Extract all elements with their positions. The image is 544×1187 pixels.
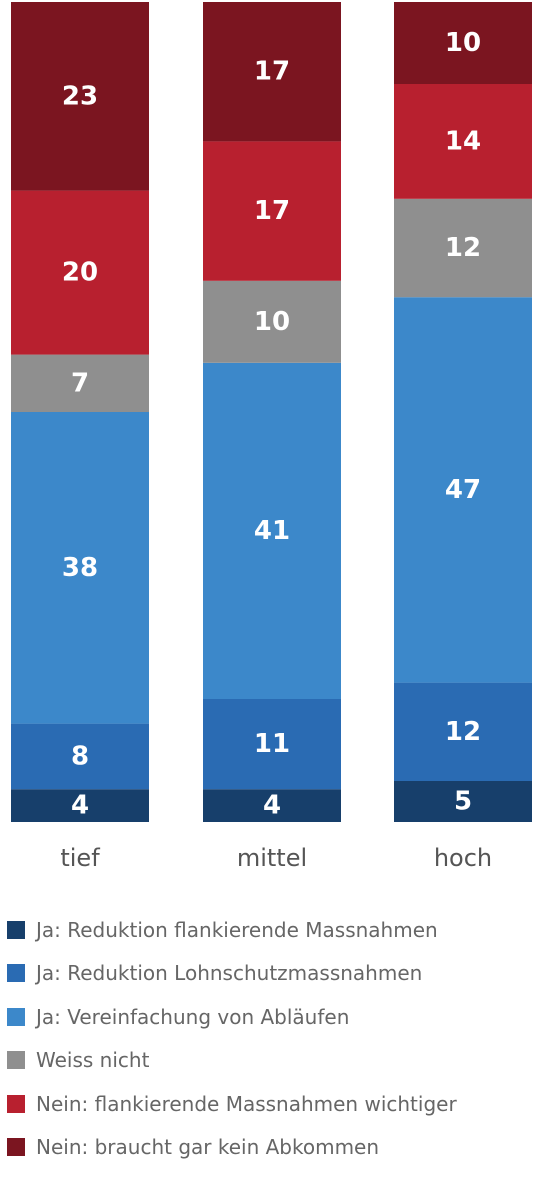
data-label: 10 — [445, 28, 481, 58]
data-label: 7 — [71, 368, 89, 398]
data-label: 8 — [71, 741, 89, 771]
category-labels: tief mittel hoch — [60, 844, 492, 872]
bar-segment — [394, 297, 532, 683]
legend-label: Weiss nicht — [36, 1048, 150, 1073]
bar-segment — [11, 354, 149, 412]
data-label: 38 — [62, 553, 98, 583]
legend-label: Nein: braucht gar kein Abkommen — [36, 1135, 380, 1160]
data-label: 11 — [254, 729, 290, 759]
bar-segment — [11, 789, 149, 822]
legend-item: Ja: Reduktion Lohnschutzmassnahmen — [7, 952, 457, 996]
bar-segment — [394, 2, 532, 84]
bar-segment — [203, 141, 341, 281]
data-label: 17 — [254, 196, 290, 226]
category-label: tief — [60, 844, 100, 872]
legend-item: Nein: flankierende Massnahmen wichtiger — [7, 1082, 457, 1126]
bar-segment — [11, 190, 149, 355]
data-label: 12 — [445, 233, 481, 263]
legend-label: Nein: flankierende Massnahmen wichtiger — [36, 1091, 457, 1116]
legend-swatch — [7, 920, 25, 939]
legend-item: Nein: braucht gar kein Abkommen — [7, 1126, 457, 1170]
legend-item: Ja: Vereinfachung von Abläufen — [7, 995, 457, 1039]
legend-item: Weiss nicht — [7, 1039, 457, 1083]
legend-label: Ja: Vereinfachung von Abläufen — [36, 1004, 350, 1029]
bar-segment — [394, 781, 532, 822]
data-label: 20 — [62, 258, 98, 288]
bar-segment — [203, 2, 341, 142]
data-label: 5 — [454, 787, 472, 817]
legend-swatch — [7, 1051, 25, 1070]
category-label: mittel — [237, 844, 307, 872]
data-label: 23 — [62, 81, 98, 111]
data-label: 14 — [445, 126, 481, 156]
bar-segment — [394, 198, 532, 298]
legend-label: Ja: Reduktion flankierende Massnahmen — [36, 917, 438, 942]
bar-segment — [394, 84, 532, 199]
bar-segment — [203, 362, 341, 699]
data-label: 4 — [263, 791, 281, 821]
data-label: 17 — [254, 57, 290, 87]
bars-group: 4 8 38 7 20 23 4 11 41 10 17 17 5 12 47 12 14 10 — [11, 2, 532, 822]
data-label: 12 — [445, 717, 481, 747]
data-label: 41 — [254, 516, 290, 546]
legend-swatch — [7, 1138, 25, 1157]
legend-item: Ja: Reduktion flankierende Massnahmen — [7, 908, 457, 952]
bar-segment — [203, 699, 341, 790]
data-label: 47 — [445, 475, 481, 505]
bar-segment — [11, 2, 149, 191]
legend-swatch — [7, 1094, 25, 1113]
data-label: 4 — [71, 791, 89, 821]
bar-segment — [203, 789, 341, 822]
bar-segment — [11, 723, 149, 790]
legend-swatch — [7, 964, 25, 983]
stacked-bar-chart: 4 8 38 7 20 23 4 11 41 10 17 17 5 12 47 12 14 10 tief mitt… — [11, 2, 532, 872]
bar-segment — [203, 280, 341, 363]
bar-segment — [394, 682, 532, 781]
legend-label: Ja: Reduktion Lohnschutzmassnahmen — [36, 961, 423, 986]
bar-segment — [11, 412, 149, 724]
legend-swatch — [7, 1007, 25, 1026]
data-label: 10 — [254, 307, 290, 337]
legend: Ja: Reduktion flankierende Massnahmen Ja… — [7, 908, 457, 1169]
category-label: hoch — [434, 844, 492, 872]
